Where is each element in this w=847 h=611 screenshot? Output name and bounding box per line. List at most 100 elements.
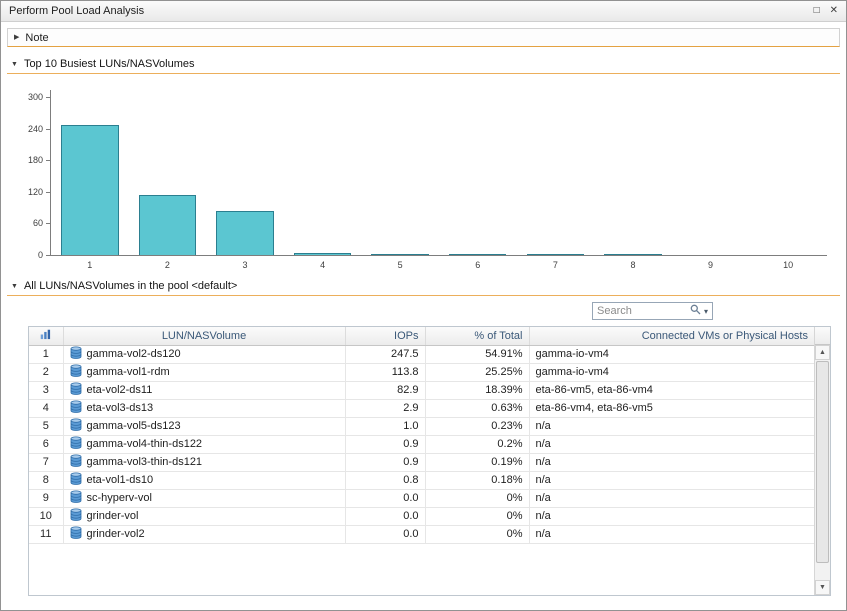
bar-slot	[439, 90, 517, 255]
volume-icon	[70, 418, 82, 434]
chart-bar	[604, 254, 662, 255]
row-lun-name: grinder-vol2	[63, 525, 346, 544]
row-lun-name: gamma-vol1-rdm	[63, 363, 346, 382]
row-rank: 3	[29, 381, 64, 400]
row-lun-name: gamma-vol5-ds123	[63, 417, 346, 436]
row-lun-name-text: gamma-vol5-ds123	[86, 420, 181, 432]
chart-section-header[interactable]: ▼ Top 10 Busiest LUNs/NASVolumes	[7, 55, 840, 74]
row-iops: 0.9	[345, 453, 426, 472]
pool-section-header[interactable]: ▼ All LUNs/NASVolumes in the pool <defau…	[7, 277, 840, 296]
chevron-right-icon: ▶	[14, 34, 20, 41]
row-rank: 6	[29, 435, 64, 454]
row-iops: 113.8	[345, 363, 426, 382]
close-icon[interactable]: ✕	[829, 5, 838, 16]
row-rank: 5	[29, 417, 64, 436]
table-row[interactable]: 11 grinder-vol2 0.0 0% n/a	[29, 525, 814, 544]
row-vms: gamma-io-vm4	[529, 345, 814, 364]
table-row[interactable]: 3 eta-vol2-ds11 82.9 18.39% eta-86-vm5, …	[29, 381, 814, 400]
table-row[interactable]: 10 grinder-vol 0.0 0% n/a	[29, 507, 814, 526]
row-lun-name-text: gamma-vol1-rdm	[86, 366, 170, 378]
rank-column-header[interactable]	[29, 327, 64, 346]
volume-icon	[70, 436, 82, 452]
lun-table-body-wrap: LUN/NASVolume IOPs % of Total Connected …	[29, 327, 814, 595]
search-dropdown-caret[interactable]: ▾	[703, 306, 708, 316]
table-row[interactable]: 2 gamma-vol1-rdm 113.8 25.25% gamma-io-v…	[29, 363, 814, 382]
note-section-header[interactable]: ▶ Note	[7, 28, 840, 47]
chart-section-label: Top 10 Busiest LUNs/NASVolumes	[23, 58, 195, 70]
table-header-row: LUN/NASVolume IOPs % of Total Connected …	[29, 327, 814, 346]
scrollbar-thumb[interactable]	[816, 361, 829, 563]
row-lun-name-text: eta-vol1-ds10	[86, 474, 154, 486]
volume-icon	[70, 526, 82, 542]
y-tick-mark	[46, 255, 50, 256]
search-icon[interactable]	[690, 302, 701, 320]
scrollbar-track[interactable]: ▲ ▼	[815, 345, 830, 595]
row-vms: n/a	[529, 507, 814, 526]
x-tick-label: 7	[552, 260, 558, 270]
y-tick-label: 120	[27, 186, 43, 197]
row-vms: eta-86-vm5, eta-86-vm4	[529, 381, 814, 400]
pct-column-header[interactable]: % of Total	[425, 327, 530, 346]
row-rank: 1	[29, 345, 64, 364]
row-iops: 0.8	[345, 471, 426, 490]
scroll-down-icon[interactable]: ▼	[815, 580, 830, 595]
y-tick-label: 300	[27, 92, 43, 102]
volume-icon	[70, 508, 82, 524]
table-row[interactable]: 8 eta-vol1-ds10 0.8 0.18% n/a	[29, 471, 814, 490]
bar-slot	[749, 90, 827, 255]
row-vms: n/a	[529, 489, 814, 508]
row-pct: 0%	[425, 489, 530, 508]
row-pct: 0%	[425, 507, 530, 526]
row-lun-name-text: gamma-vol4-thin-ds122	[86, 438, 203, 450]
scrollbar-header-cap	[815, 327, 830, 345]
volume-icon	[70, 364, 82, 380]
row-lun-name: eta-vol1-ds10	[63, 471, 346, 490]
iops-column-header[interactable]: IOPs	[345, 327, 426, 346]
lun-table: LUN/NASVolume IOPs % of Total Connected …	[28, 326, 831, 596]
table-row[interactable]: 1 gamma-vol2-ds120 247.5 54.91% gamma-io…	[29, 345, 814, 364]
row-rank: 2	[29, 363, 64, 382]
table-row[interactable]: 4 eta-vol3-ds13 2.9 0.63% eta-86-vm4, et…	[29, 399, 814, 418]
y-tick-mark	[46, 223, 50, 225]
table-row[interactable]: 6 gamma-vol4-thin-ds122 0.9 0.2% n/a	[29, 435, 814, 454]
table-row[interactable]: 9 sc-hyperv-vol 0.0 0% n/a	[29, 489, 814, 508]
row-iops: 247.5	[345, 345, 426, 364]
x-tick-label: 2	[164, 260, 170, 270]
x-tick-label: 1	[87, 260, 93, 270]
ranking-icon	[40, 329, 51, 343]
bar-slot	[672, 90, 750, 255]
table-row[interactable]: 5 gamma-vol5-ds123 1.0 0.23% n/a	[29, 417, 814, 436]
restore-icon[interactable]: □	[813, 5, 820, 16]
search-box[interactable]: ▾	[592, 302, 713, 320]
row-pct: 0.23%	[425, 417, 530, 436]
x-tick-label: 5	[397, 260, 403, 270]
row-iops: 1.0	[345, 417, 426, 436]
bar-slot	[284, 90, 362, 255]
bar-slot	[206, 90, 284, 255]
row-vms: n/a	[529, 525, 814, 544]
lun-column-header[interactable]: LUN/NASVolume	[63, 327, 346, 346]
volume-icon	[70, 346, 82, 362]
row-lun-name: eta-vol2-ds11	[63, 381, 346, 400]
search-input[interactable]	[597, 305, 687, 317]
row-pct: 54.91%	[425, 345, 530, 364]
vertical-scrollbar[interactable]: ▲ ▼	[814, 327, 830, 595]
y-tick-label: 60	[32, 218, 43, 229]
x-tick-label: 9	[708, 260, 714, 270]
vms-column-header[interactable]: Connected VMs or Physical Hosts	[529, 327, 814, 346]
row-rank: 10	[29, 507, 64, 526]
row-lun-name-text: eta-vol3-ds13	[86, 402, 154, 414]
chart-x-axis-labels: 1 2 3 4 5 6 7 8 9 10	[51, 256, 827, 270]
x-tick-label: 8	[630, 260, 636, 270]
volume-icon	[70, 472, 82, 488]
chart-bar	[61, 124, 119, 255]
chart-bar	[526, 254, 585, 255]
row-pct: 0.63%	[425, 399, 530, 418]
y-tick-label: 180	[27, 155, 43, 166]
bar-slot	[129, 90, 207, 255]
scroll-up-icon[interactable]: ▲	[815, 345, 830, 360]
row-rank: 4	[29, 399, 64, 418]
x-tick-label: 6	[475, 260, 481, 270]
y-tick-label: 240	[27, 123, 43, 134]
table-row[interactable]: 7 gamma-vol3-thin-ds121 0.9 0.19% n/a	[29, 453, 814, 472]
